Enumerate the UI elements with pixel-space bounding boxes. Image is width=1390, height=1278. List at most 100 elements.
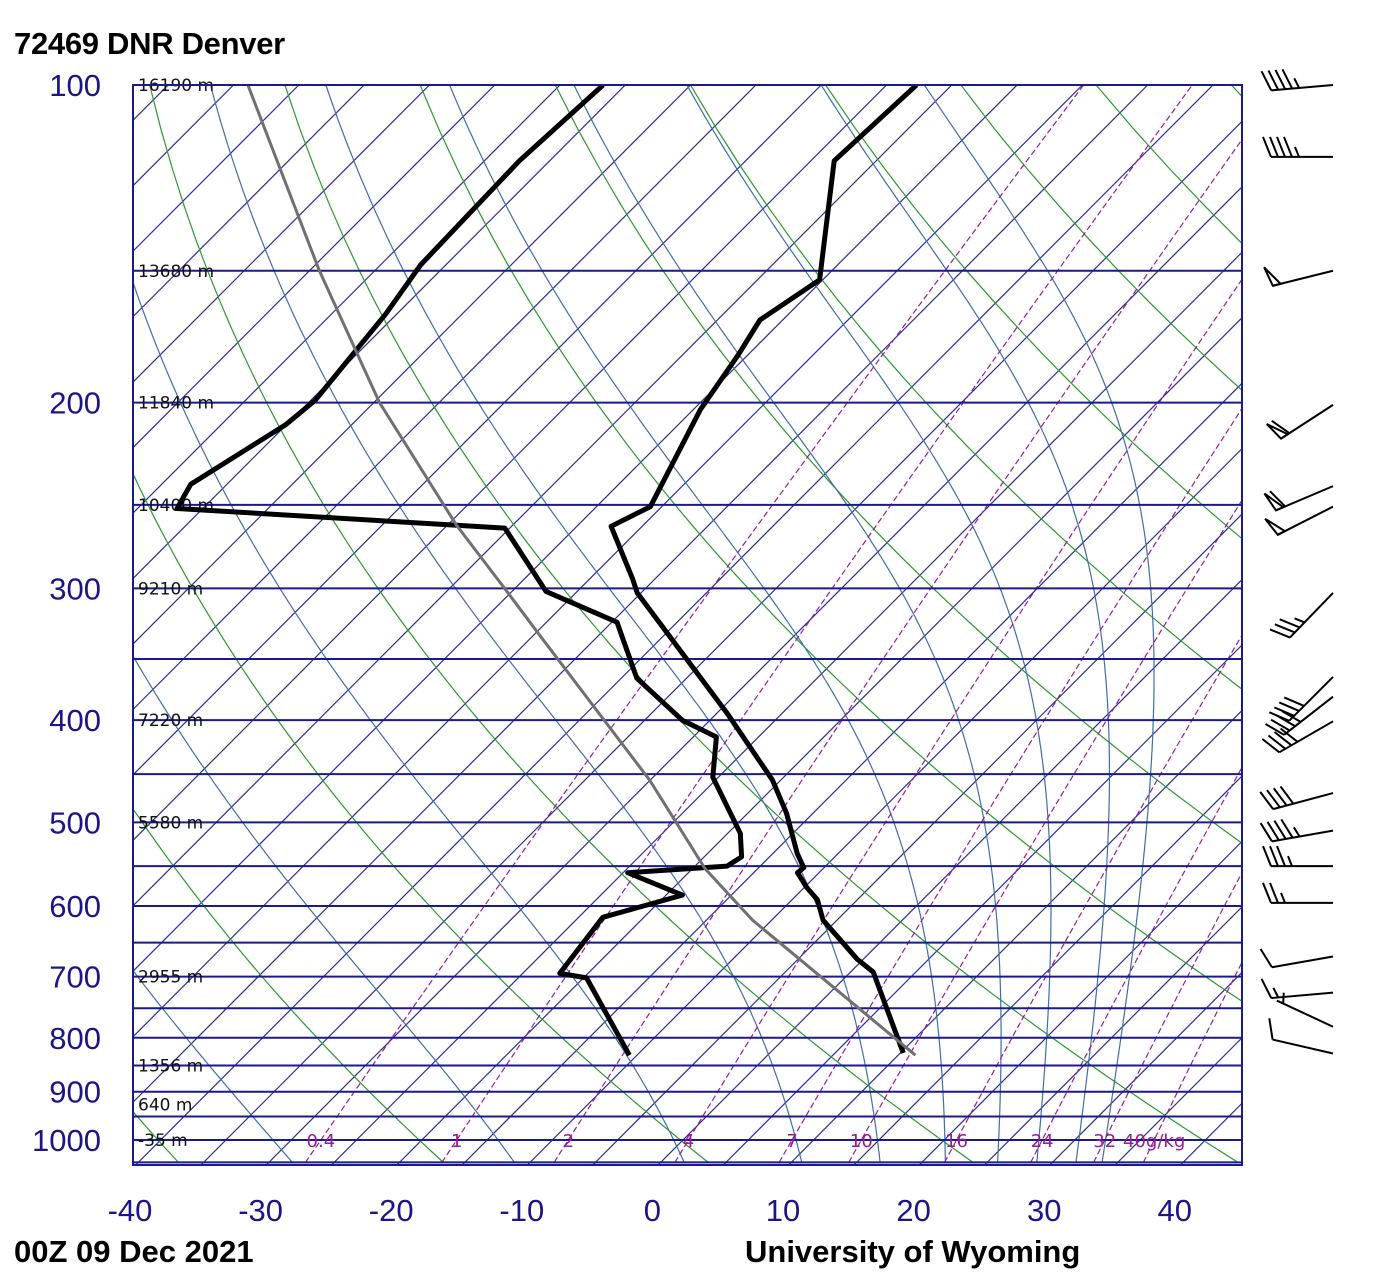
mixing-ratio-line: [674, 278, 1242, 1163]
wind-barb: [1259, 785, 1334, 811]
temperature-tick-label: -20: [369, 1193, 414, 1228]
pressure-tick-label: 600: [49, 889, 101, 924]
isotherm: [133, 85, 169, 122]
moist-adiabat: [686, 85, 1052, 1163]
barb-10kt: [1260, 978, 1273, 999]
mixing-ratio-label: 40g/kg: [1123, 1131, 1185, 1152]
dewpoint-line: [174, 85, 745, 1057]
pressure-tick-label: 400: [49, 703, 101, 738]
moist-adiabat: [573, 85, 1002, 1163]
isotherm: [133, 85, 887, 842]
barb-5kt: [1293, 77, 1301, 89]
barb-10kt: [1274, 69, 1287, 90]
dry-adiabat: [133, 472, 709, 1163]
dry-adiabat: [554, 85, 1242, 844]
pennant-50kt: [1263, 492, 1286, 512]
wind-barb: [1266, 404, 1334, 440]
barb-10kt: [1260, 70, 1273, 91]
barb-10kt: [1259, 948, 1273, 968]
height-label: 5580 m: [138, 813, 203, 833]
pressure-tick-label: 100: [49, 68, 101, 103]
pressure-tick-label: 800: [49, 1021, 101, 1056]
dry-adiabat: [689, 85, 1242, 691]
wind-barb: [1259, 818, 1334, 843]
isotherm: [133, 85, 1018, 973]
isotherm: [0, 85, 38, 1165]
mixing-ratio-label: 16: [945, 1131, 968, 1152]
barb-10kt: [1269, 490, 1286, 508]
barb-10kt: [1265, 723, 1285, 736]
dry-adiabat: [133, 1110, 179, 1163]
temperature-tick-label: -40: [108, 1193, 153, 1228]
wind-barb: [1264, 505, 1334, 537]
wind-barb: [1263, 485, 1334, 512]
isotherm: [133, 85, 692, 645]
temperature-tick-label: 20: [896, 1193, 930, 1228]
barb-10kt: [1270, 718, 1291, 732]
height-label: 7220 m: [138, 711, 203, 731]
observation-datetime: 00Z 09 Dec 2021: [14, 1234, 254, 1269]
barb-10kt: [1283, 696, 1305, 707]
barb-10kt: [1259, 822, 1273, 842]
isotherm: [722, 644, 1242, 1165]
isotherm: [133, 85, 430, 383]
mixing-ratio-line: [441, 85, 1193, 1163]
isotherm: [331, 251, 1242, 1165]
mixing-ratio-line: [1142, 960, 1242, 1163]
wind-barb: [1262, 845, 1333, 868]
mixing-ratio-label: 2: [563, 1131, 574, 1152]
barb-10kt: [1279, 727, 1299, 743]
barb-10kt: [1276, 845, 1286, 867]
height-label: 9210 m: [138, 579, 203, 599]
isotherm: [133, 85, 300, 253]
dry-adiabat: [1095, 85, 1242, 245]
isotherm: [133, 85, 1149, 1104]
barb-10kt: [1259, 791, 1274, 810]
barb-10kt: [1278, 701, 1300, 712]
barb-10kt: [1266, 789, 1281, 808]
isotherm: [135, 85, 1214, 1165]
dry-adiabat: [133, 807, 444, 1163]
mixing-ratio-label: 7: [786, 1131, 797, 1152]
height-label: 2955 m: [138, 968, 203, 988]
barb-10kt: [1273, 731, 1293, 747]
wind-barb: [1269, 592, 1334, 639]
wind-barb: [1262, 882, 1333, 904]
wind-barb: [1261, 720, 1334, 754]
barb-10kt: [1269, 882, 1279, 904]
barb-5kt: [1272, 987, 1280, 998]
isotherm: [592, 513, 1242, 1165]
mixing-ratio-line: [304, 85, 1085, 1163]
temperature-tick-label: 30: [1027, 1193, 1061, 1228]
barb-10kt: [1269, 845, 1279, 867]
isotherm: [0, 85, 103, 1165]
isotherm: [1114, 1036, 1242, 1165]
dry-adiabat: [825, 85, 1242, 540]
isotherm: [133, 85, 1083, 1038]
moist-adiabat: [133, 654, 515, 1163]
barb-10kt: [1281, 710, 1302, 723]
moist-adiabat: [820, 85, 1110, 1163]
isotherm: [984, 906, 1242, 1165]
background-grid: [0, 85, 1390, 1165]
isotherm: [133, 85, 953, 907]
moist-adiabat: [923, 85, 1155, 1163]
barb-10kt: [1268, 1018, 1274, 1040]
barb-10kt: [1279, 618, 1301, 629]
dry-adiabat: [284, 85, 1239, 1163]
barb-5kt: [1294, 146, 1300, 158]
mixing-ratio-label: 4: [683, 1131, 694, 1152]
wind-barb: [1262, 136, 1333, 158]
pennant-50kt: [1266, 423, 1290, 440]
isotherm: [133, 85, 561, 514]
pressure-tick-label: 500: [49, 805, 101, 840]
wind-barb: [1260, 978, 1334, 1000]
barb-10kt: [1262, 882, 1272, 904]
barb-10kt: [1272, 787, 1288, 807]
height-label: 11840 m: [138, 394, 214, 414]
isotherm: [1311, 85, 1390, 1165]
isotherm: [265, 185, 1242, 1165]
pressure-tick-label: 700: [49, 960, 101, 995]
temperature-tick-label: 0: [644, 1193, 661, 1228]
